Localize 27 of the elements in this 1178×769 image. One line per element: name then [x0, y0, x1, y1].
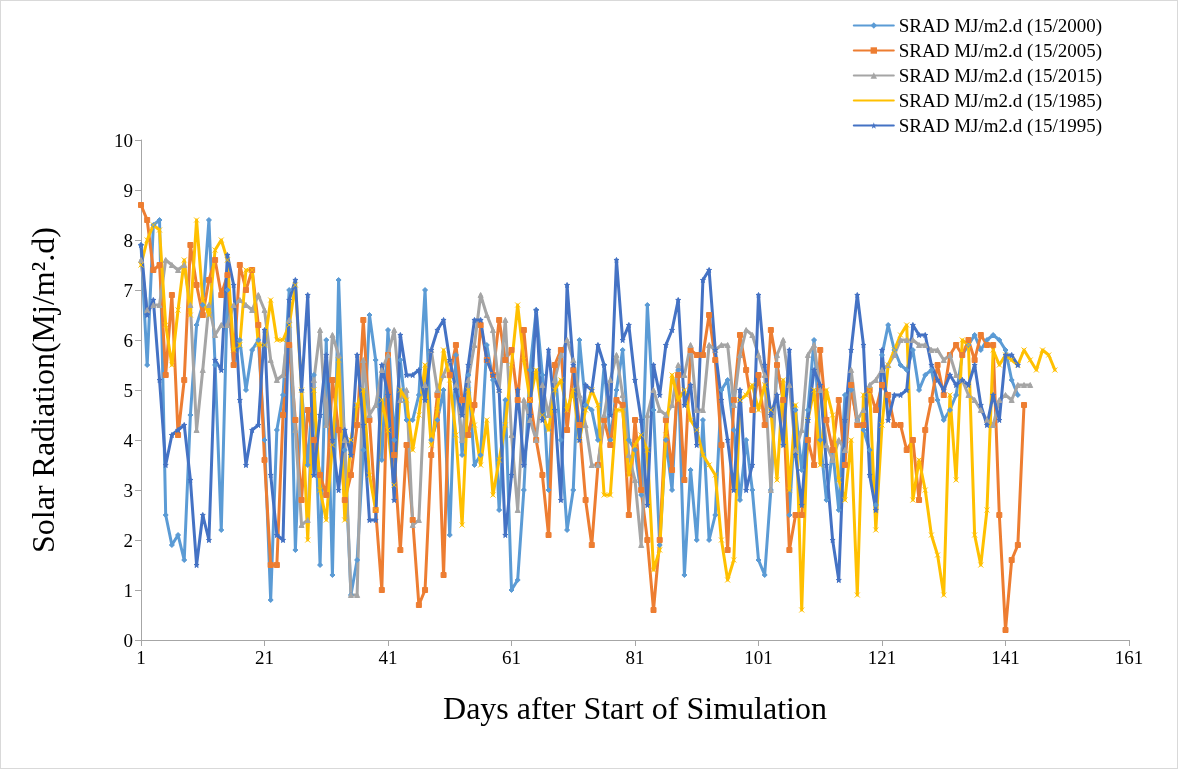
- x-tick-label: 121: [867, 647, 897, 668]
- y-tick-label: 2: [123, 529, 133, 551]
- y-tick-label: 9: [123, 179, 133, 201]
- legend-label: SRAD MJ/m2.d (15/1995): [898, 115, 1103, 137]
- x-axis-title: Days after Start of Simulation: [443, 690, 827, 726]
- x-tick-label: 161: [1114, 647, 1144, 668]
- y-tick-label: 5: [123, 379, 133, 401]
- y-tick-label: 4: [123, 429, 134, 451]
- x-tick-label: 81: [625, 647, 645, 668]
- y-tick-label: 3: [123, 479, 133, 501]
- y-tick-label: 10: [114, 129, 133, 151]
- y-tick-label: 6: [123, 329, 133, 351]
- y-tick-label: 0: [123, 629, 133, 651]
- x-tick-label: 21: [255, 647, 274, 668]
- y-tick-label: 1: [123, 579, 133, 601]
- y-tick-label: 8: [123, 229, 133, 251]
- legend-label: SRAD MJ/m2.d (15/2000): [898, 15, 1103, 37]
- x-tick-label: 1: [136, 647, 146, 668]
- x-tick-label: 41: [378, 647, 398, 668]
- x-tick-label: 141: [991, 647, 1020, 668]
- y-axis-title: Solar Radiation(Mj/m².d): [25, 227, 61, 553]
- legend-label: SRAD MJ/m2.d (15/2005): [898, 40, 1103, 62]
- x-tick-label: 101: [744, 647, 773, 668]
- x-tick-label: 61: [502, 647, 521, 668]
- legend-label: SRAD MJ/m2.d (15/2015): [898, 65, 1103, 87]
- y-tick-label: 7: [123, 279, 133, 301]
- legend-label: SRAD MJ/m2.d (15/1985): [898, 90, 1103, 112]
